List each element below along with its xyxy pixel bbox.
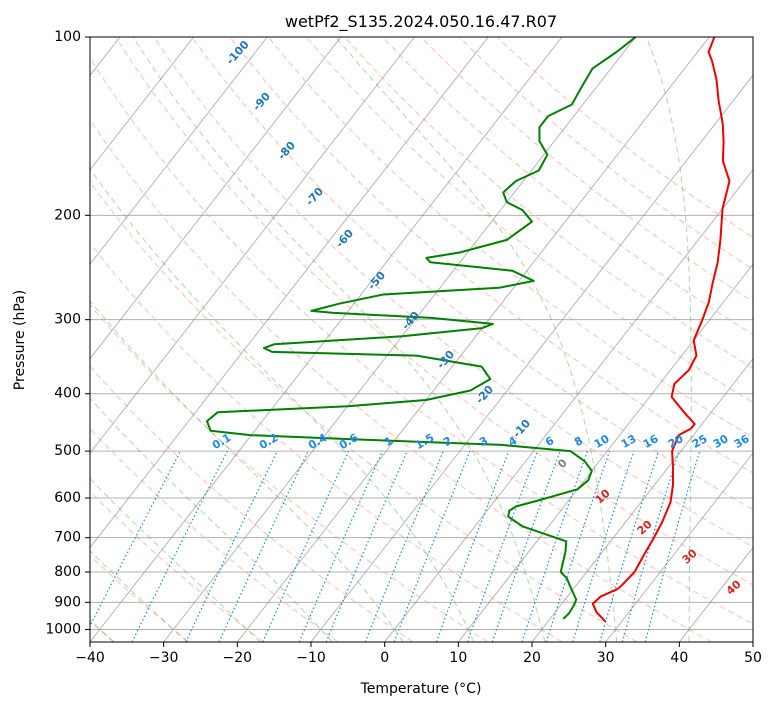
mixing-ratio-line <box>644 450 701 642</box>
mixing-ratio-line <box>545 450 611 642</box>
y-tick-label: 800 <box>54 564 81 580</box>
mixing-ratio-line <box>435 450 510 642</box>
mixing-ratio-line <box>131 450 228 642</box>
isotherm-line <box>384 169 753 642</box>
x-tick-label: −30 <box>149 650 179 666</box>
isotherm-line <box>90 37 563 642</box>
moist-adiabat-line <box>132 37 546 642</box>
isotherm-line <box>237 37 710 642</box>
moist-adiabat-line <box>90 167 475 642</box>
x-tick-label: −10 <box>296 650 326 666</box>
mixing-ratio-line <box>621 450 680 642</box>
mixing-ratio-line <box>521 450 589 642</box>
dry-adiabat-line <box>90 303 488 642</box>
dry-adiabat-line <box>90 242 563 642</box>
x-tick-label: 50 <box>744 650 762 666</box>
mixing-ratio-line <box>364 450 444 642</box>
mixing-ratio-line <box>298 450 384 642</box>
y-tick-label: 500 <box>54 443 81 459</box>
axes: −40 −30 −20 −10 0 10 20 30 40 50 100 200 300 400 500 60… <box>45 29 762 666</box>
moist-adiabat-line <box>645 37 692 642</box>
dry-adiabat-line <box>229 37 753 474</box>
isotherm-line <box>163 37 636 642</box>
x-tick-label: 20 <box>523 650 541 666</box>
y-tick-label: 700 <box>54 530 81 546</box>
y-tick-label: 200 <box>54 207 81 223</box>
dry-adiabat-line <box>90 56 753 625</box>
dry-adiabat-line <box>90 119 712 642</box>
x-tick-label: 10 <box>449 650 467 666</box>
dry-adiabat-line <box>267 37 753 438</box>
x-tick-label: −20 <box>223 650 253 666</box>
isotherm-line <box>90 37 194 171</box>
dewpoint-profile-line <box>206 37 637 620</box>
mixing-ratio-line <box>466 450 538 642</box>
mixing-ratio-line <box>262 450 350 642</box>
isotherm-line <box>90 37 342 360</box>
dry-adiabat-line <box>382 37 753 336</box>
mixing-ratio-line <box>572 450 635 642</box>
x-tick-label: 40 <box>670 650 688 666</box>
dry-adiabat-line <box>420 37 753 303</box>
dry-adiabat-line <box>115 37 753 586</box>
mixing-ratio-line <box>491 450 561 642</box>
dry-adiabat-line <box>90 365 414 642</box>
moist-adiabat-line <box>90 478 261 642</box>
x-axis-label: Temperature (°C) <box>360 681 482 697</box>
dry-adiabat-line <box>191 37 753 511</box>
y-tick-label: 900 <box>54 594 81 610</box>
dry-adiabat-line <box>90 427 339 642</box>
dry-adiabat-line <box>90 554 190 642</box>
dry-adiabat-line <box>90 181 638 642</box>
mixing-ratio-line <box>599 450 660 642</box>
chart-title: wetPf2_S135.2024.050.16.47.R07 <box>285 12 557 32</box>
x-tick-label: −40 <box>75 650 105 666</box>
x-tick-label: 30 <box>597 650 615 666</box>
y-tick-label: 400 <box>54 386 81 402</box>
isotherm-line <box>90 37 268 265</box>
moist-adiabat-line <box>90 300 404 642</box>
mixing-ratio-line <box>325 450 408 642</box>
y-tick-label: 600 <box>54 490 81 506</box>
moist-adiabat-line <box>90 550 188 642</box>
y-tick-label: 1000 <box>45 621 81 637</box>
isotherm-line <box>531 358 753 642</box>
isotherm-line <box>310 74 753 642</box>
isotherm-line <box>90 37 415 454</box>
plot-frame <box>89 36 754 643</box>
dry-adiabat-line <box>153 37 753 548</box>
temperature-profile-line <box>591 37 731 623</box>
y-tick-label: 100 <box>54 29 81 45</box>
x-tick-label: 0 <box>380 650 389 666</box>
mixing-ratio-line <box>393 450 471 642</box>
isotherm-line <box>90 37 489 549</box>
y-axis-label: Pressure (hPa) <box>12 290 28 390</box>
y-tick-label: 300 <box>54 312 81 328</box>
isotherm-line <box>605 452 753 642</box>
